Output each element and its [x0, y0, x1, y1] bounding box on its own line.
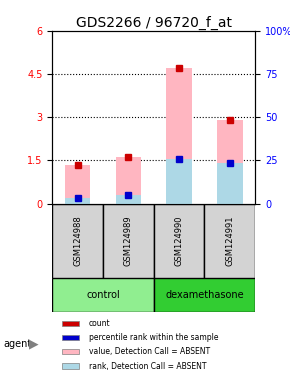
Bar — [217, 163, 242, 204]
Bar — [65, 198, 90, 204]
Text: agent: agent — [3, 339, 31, 349]
Bar — [116, 195, 141, 204]
FancyBboxPatch shape — [52, 278, 154, 312]
Bar — [166, 159, 192, 204]
Text: GSM124989: GSM124989 — [124, 215, 133, 266]
Bar — [116, 157, 141, 204]
Text: dexamethasone: dexamethasone — [165, 290, 244, 300]
FancyBboxPatch shape — [52, 204, 103, 278]
FancyBboxPatch shape — [62, 321, 79, 326]
FancyBboxPatch shape — [154, 278, 255, 312]
Title: GDS2266 / 96720_f_at: GDS2266 / 96720_f_at — [76, 16, 232, 30]
Text: percentile rank within the sample: percentile rank within the sample — [89, 333, 218, 342]
Bar — [217, 120, 242, 204]
Text: control: control — [86, 290, 120, 300]
Bar — [65, 165, 90, 204]
FancyBboxPatch shape — [62, 364, 79, 369]
Text: GSM124991: GSM124991 — [225, 215, 234, 266]
FancyBboxPatch shape — [204, 204, 255, 278]
FancyBboxPatch shape — [62, 349, 79, 354]
Text: GSM124988: GSM124988 — [73, 215, 82, 266]
FancyBboxPatch shape — [154, 204, 204, 278]
Text: ▶: ▶ — [29, 337, 39, 350]
Text: value, Detection Call = ABSENT: value, Detection Call = ABSENT — [89, 348, 210, 356]
FancyBboxPatch shape — [103, 204, 154, 278]
FancyBboxPatch shape — [62, 335, 79, 340]
Text: rank, Detection Call = ABSENT: rank, Detection Call = ABSENT — [89, 362, 206, 371]
Text: count: count — [89, 319, 110, 328]
Bar — [166, 68, 192, 204]
Text: GSM124990: GSM124990 — [175, 215, 184, 266]
